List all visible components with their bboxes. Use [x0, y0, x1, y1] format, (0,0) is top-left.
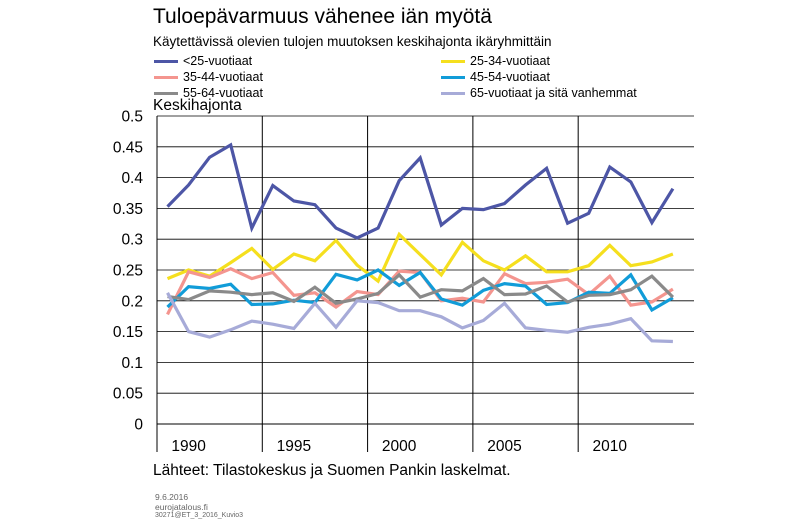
- y-tick-label: 0.15: [113, 324, 143, 341]
- source-note: Lähteet: Tilastokeskus ja Suomen Pankin …: [153, 462, 511, 479]
- legend-label: 25-34-vuotiaat: [470, 54, 550, 68]
- legend-item: <25-vuotiaat: [154, 53, 252, 69]
- legend-swatch: [154, 59, 178, 63]
- legend-swatch: [154, 75, 178, 79]
- legend-item: 25-34-vuotiaat: [441, 53, 550, 69]
- legend-item: 55-64-vuotiaat: [154, 85, 263, 101]
- series-line-1: [166, 142, 675, 240]
- series-line-2: [166, 231, 674, 284]
- x-tick-label: 2000: [382, 438, 417, 455]
- y-tick-label: 0.05: [113, 386, 143, 403]
- legend-label: 45-54-vuotiaat: [470, 70, 550, 84]
- legend-label: 65-vuotiaat ja sitä vanhemmat: [470, 86, 637, 100]
- legend-label: 35-44-vuotiaat: [183, 70, 263, 84]
- series-line-6: [166, 292, 673, 344]
- footer-code: 30271@ET_3_2016_Kuvio3: [155, 512, 244, 519]
- legend-swatch: [154, 91, 178, 95]
- y-tick-label: 0.1: [121, 355, 143, 372]
- footer-site: eurojatalous.fi: [155, 502, 208, 512]
- y-tick-label: 0.4: [121, 170, 143, 187]
- chart-title: Tuloepävarmuus vähenee iän myötä: [153, 5, 492, 28]
- legend-swatch: [441, 59, 465, 63]
- y-tick-label: 0.25: [113, 263, 143, 280]
- legend-item: 65-vuotiaat ja sitä vanhemmat: [441, 85, 637, 101]
- y-tick-label: 0: [134, 417, 143, 434]
- x-tick-label: 2005: [487, 438, 521, 455]
- chart-subtitle: Käytettävissä olevien tulojen muutoksen …: [153, 34, 552, 49]
- legend-label: <25-vuotiaat: [183, 54, 253, 68]
- legend-swatch: [441, 75, 465, 79]
- footer-date: 9.6.2016: [155, 492, 189, 502]
- y-tick-label: 0.2: [121, 293, 143, 310]
- legend-label: 55-64-vuotiaat: [183, 86, 263, 100]
- legend-item: 45-54-vuotiaat: [441, 69, 550, 85]
- y-axis-label: Keskihajonta: [153, 97, 242, 114]
- legend-item: 35-44-vuotiaat: [154, 69, 263, 85]
- y-tick-label: 0.5: [121, 109, 143, 126]
- series-line-4: [166, 268, 674, 313]
- x-tick-label: 1995: [277, 438, 311, 455]
- series-line-5: [167, 272, 675, 306]
- x-tick-label: 1990: [171, 438, 206, 455]
- y-tick-label: 0.45: [113, 139, 143, 156]
- legend-swatch: [441, 91, 465, 95]
- x-tick-label: 2010: [593, 438, 628, 455]
- y-tick-label: 0.35: [113, 201, 143, 218]
- y-tick-label: 0.3: [121, 232, 143, 249]
